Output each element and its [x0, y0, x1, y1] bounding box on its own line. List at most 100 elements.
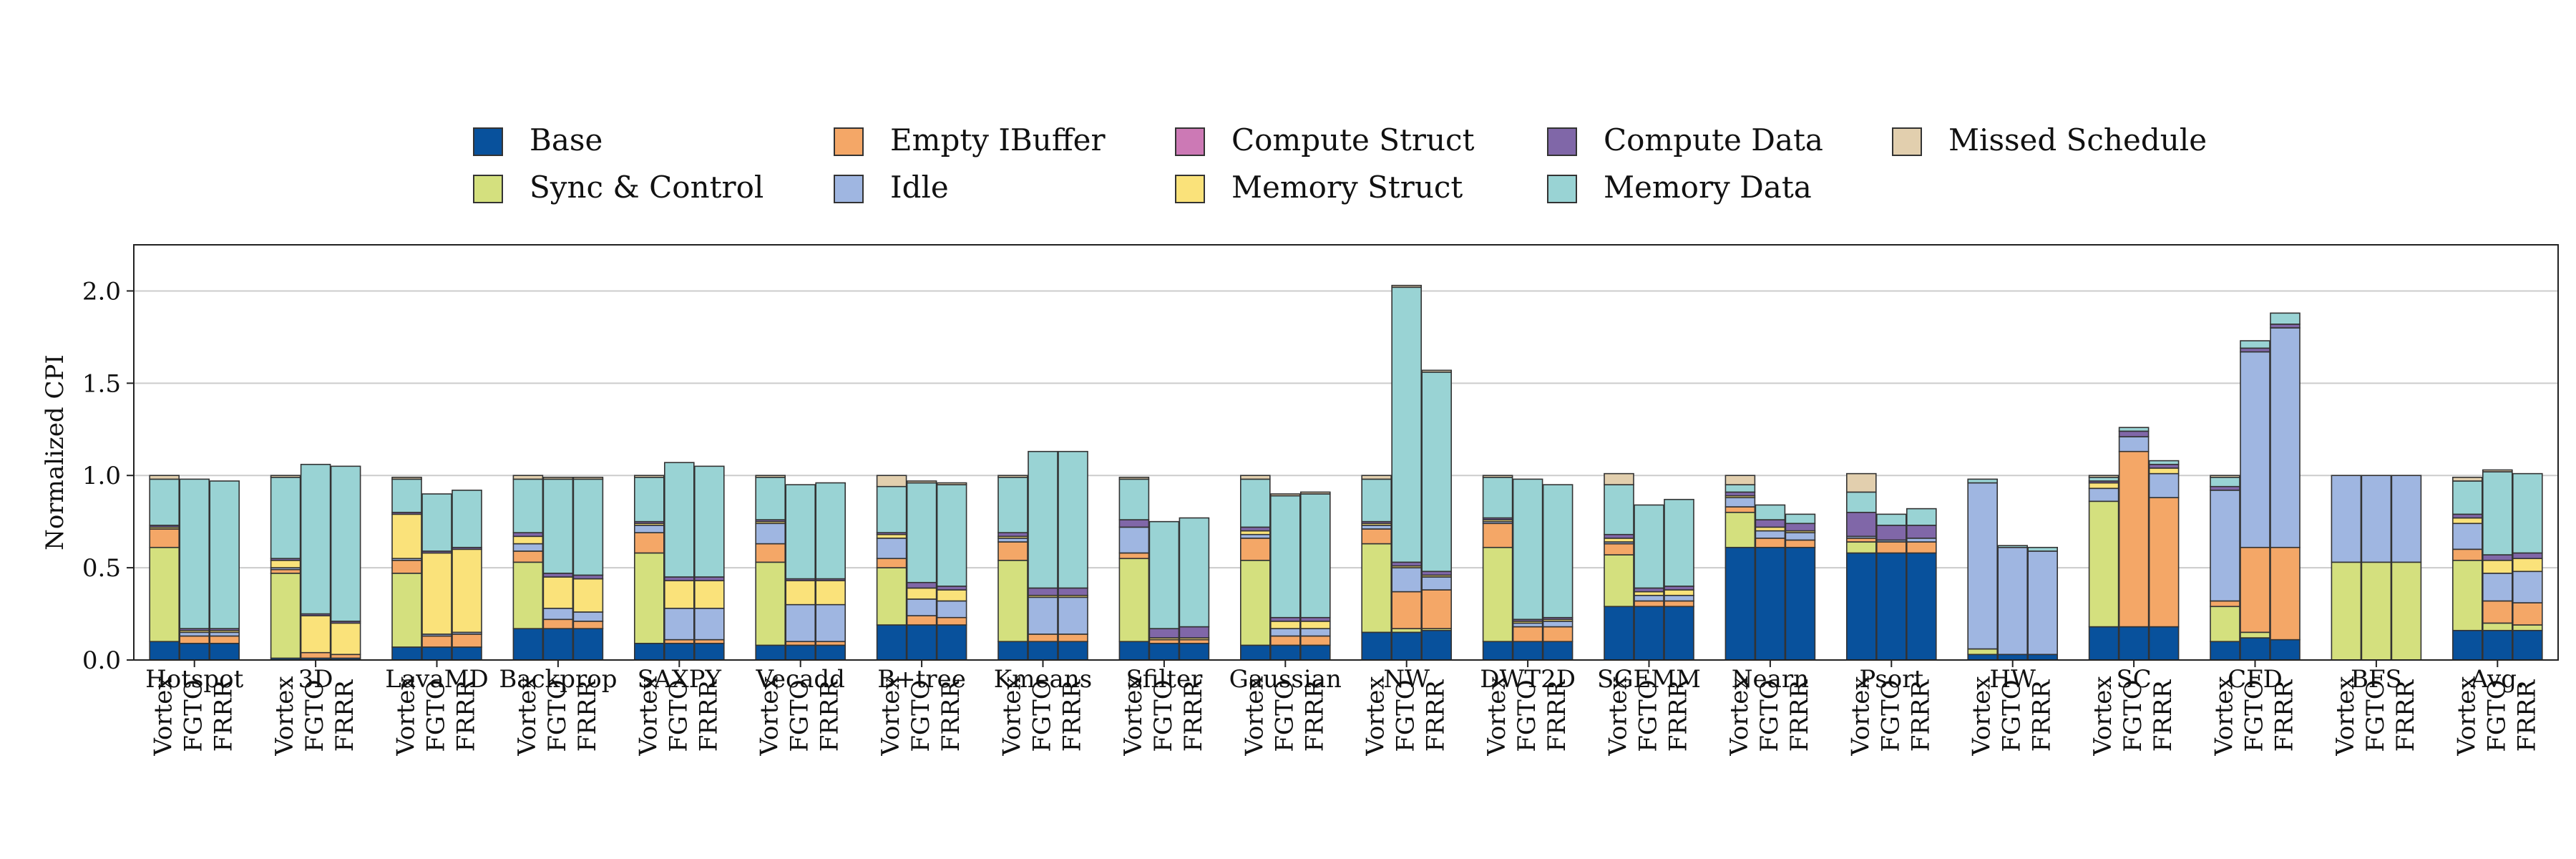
legend-swatch	[834, 127, 864, 156]
bar-segment-empty-ibuffer	[452, 634, 482, 648]
bar-segment-missed-schedule	[1361, 475, 1392, 480]
bar-segment-idle	[1724, 497, 1756, 508]
bar-segment-memory-struct	[452, 548, 482, 634]
bar-segment-missed-schedule	[1482, 475, 1513, 478]
bar-segment-memory-data	[542, 478, 574, 574]
bar-segment-memory-data	[2210, 476, 2240, 487]
legend-item-base: Base	[473, 122, 602, 157]
bar-segment-memory-data	[1664, 498, 1694, 587]
bar-segment-missed-schedule	[1300, 491, 1331, 495]
bar-segment-sync-control	[2482, 622, 2513, 631]
bar-segment-empty-ibuffer	[2148, 497, 2180, 628]
scheduler-label: FRRR	[1906, 679, 1935, 752]
bar-segment-base	[512, 628, 544, 661]
bar-segment-empty-ibuffer	[2210, 600, 2240, 608]
bar-segment-memory-data	[1604, 484, 1634, 535]
scheduler-label: Vortex	[998, 676, 1027, 756]
bar-segment-base	[2088, 626, 2119, 661]
bar-segment-idle	[2361, 475, 2392, 563]
bar-segment-base	[2027, 654, 2058, 661]
bar-segment-base	[1058, 641, 1088, 661]
bar-segment-empty-ibuffer	[2118, 450, 2150, 628]
bar-segment-idle	[572, 611, 604, 622]
bar-segment-empty-ibuffer	[1634, 600, 1664, 608]
bar-segment-idle	[1421, 576, 1452, 591]
bar-segment-empty-ibuffer	[1906, 541, 1937, 554]
scheduler-label: FGTO	[1755, 679, 1784, 752]
bar-segment-empty-ibuffer	[1270, 635, 1301, 646]
bars	[149, 284, 2543, 661]
bar-segment-idle	[2512, 571, 2543, 603]
bar-segment-empty-ibuffer	[936, 616, 967, 626]
scheduler-label: FRRR	[2149, 679, 2177, 752]
legend-label: Memory Data	[1604, 170, 1812, 205]
legend-swatch	[834, 175, 864, 203]
benchmark-label: Sfilter	[1126, 665, 1203, 694]
bar-segment-idle	[2088, 487, 2119, 503]
bar-segment-idle	[2148, 472, 2180, 498]
legend-item-compute-data: Compute Data	[1547, 122, 1823, 157]
bar-segment-empty-ibuffer	[2512, 602, 2543, 626]
bar-segment-sync-control	[2512, 624, 2543, 631]
bar-segment-empty-ibuffer	[421, 635, 452, 648]
scheduler-label: Vortex	[392, 676, 421, 756]
bar-segment-base	[1391, 631, 1422, 661]
bar-segment-idle	[2331, 475, 2362, 563]
bar-segment-empty-ibuffer	[2452, 548, 2483, 561]
bar-segment-base	[1997, 654, 2028, 661]
legend-swatch	[1175, 175, 1205, 203]
bar-segment-sync-control	[1604, 554, 1634, 608]
bar-segment-memory-data	[997, 476, 1028, 533]
scheduler-label: Vortex	[1968, 676, 1996, 756]
bar-segment-sync-control	[512, 561, 544, 629]
bar-segment-empty-ibuffer	[1755, 538, 1786, 548]
bar-segment-empty-ibuffer	[1118, 552, 1150, 560]
bar-segment-base	[572, 628, 604, 661]
bar-segment-memory-data	[1755, 504, 1786, 520]
bar-segment-memory-data	[1785, 513, 1816, 525]
scheduler-label: FGTO	[2119, 679, 2147, 752]
benchmark-label: CFD	[2228, 665, 2283, 694]
bar-group-nw	[1361, 284, 1452, 661]
y-tick-label: 1.0	[82, 462, 121, 490]
scheduler-label: FGTO	[1513, 679, 1541, 752]
bar-segment-compute-data	[2118, 430, 2150, 437]
bar-group-nearn	[1724, 475, 1816, 661]
bar-segment-base	[421, 646, 452, 661]
bar-segment-memory-struct	[693, 580, 725, 609]
scheduler-label: FGTO	[1876, 679, 1905, 752]
bar-segment-base	[209, 642, 240, 661]
y-axis: 0.0 0.5 1.0 1.5 2.0	[82, 277, 134, 675]
bar-segment-empty-ibuffer	[209, 635, 240, 644]
bar-segment-empty-ibuffer	[1876, 541, 1907, 554]
bar-segment-base	[1785, 546, 1816, 661]
bar-segment-empty-ibuffer	[997, 541, 1028, 561]
bar-group-cfd	[2210, 312, 2301, 661]
bar-segment-idle	[2118, 436, 2150, 452]
bar-segment-base	[693, 642, 725, 661]
bar-segment-missed-schedule	[391, 476, 422, 480]
scheduler-label: Vortex	[2331, 676, 2360, 756]
bar-segment-base	[997, 641, 1028, 661]
bar-segment-empty-ibuffer	[149, 528, 180, 548]
bar-group-gaussian	[1240, 475, 1331, 661]
bar-segment-missed-schedule	[270, 475, 301, 478]
bar-segment-sync-control	[1724, 511, 1756, 548]
benchmark-label: SGEMM	[1597, 665, 1701, 694]
bar-segment-base	[1664, 606, 1694, 661]
scheduler-label: FRRR	[1422, 679, 1450, 752]
bar-segment-missed-schedule	[755, 475, 786, 478]
bar-group-b-tree	[876, 475, 967, 661]
bar-segment-empty-ibuffer	[876, 558, 907, 568]
bar-segment-base	[1300, 644, 1331, 661]
bar-segment-sync-control	[876, 567, 907, 626]
bar-segment-compute-data	[1755, 519, 1786, 528]
bar-segment-compute-data	[1118, 519, 1150, 528]
bar-segment-empty-ibuffer	[1391, 591, 1422, 629]
bar-segment-memory-data	[1634, 504, 1664, 589]
scheduler-label: Vortex	[634, 676, 663, 756]
bar-segment-idle	[512, 543, 544, 552]
bar-segment-base	[2240, 637, 2270, 661]
legend-item-missed-schedule: Missed Schedule	[1892, 122, 2207, 157]
